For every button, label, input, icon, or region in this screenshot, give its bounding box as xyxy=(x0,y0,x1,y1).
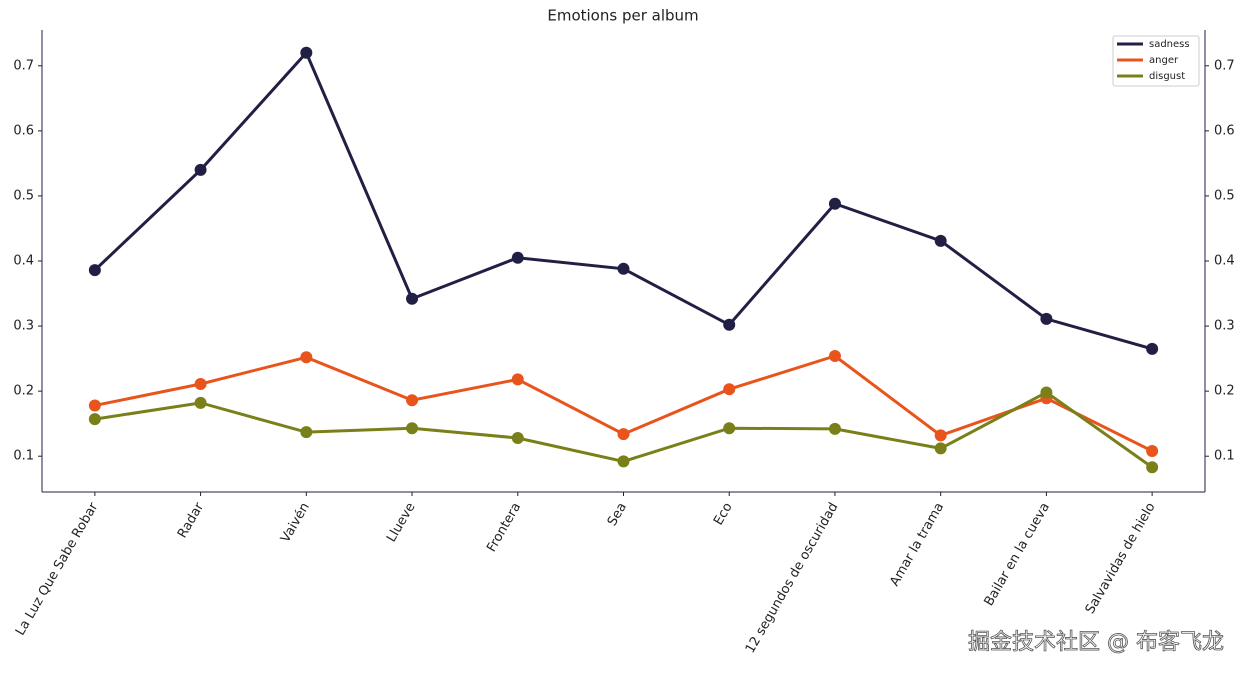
data-point xyxy=(194,396,207,409)
data-point xyxy=(511,373,524,386)
x-tick-label: Llueve xyxy=(384,500,418,545)
x-tick-label: Eco xyxy=(711,500,736,528)
data-point xyxy=(194,163,207,176)
y-tick-label: 0.2 xyxy=(13,384,34,399)
y2-tick-label: 0.1 xyxy=(1214,449,1235,464)
x-tick-label: La Luz Que Sabe Robar xyxy=(13,500,102,639)
y-tick-label: 0.1 xyxy=(13,449,34,464)
y-tick-label: 0.5 xyxy=(13,188,34,203)
data-point xyxy=(1146,461,1159,474)
data-point xyxy=(88,264,101,277)
y-tick-label: 0.6 xyxy=(13,123,34,138)
data-point xyxy=(194,377,207,390)
data-point xyxy=(88,413,101,426)
data-point xyxy=(406,394,419,407)
data-point xyxy=(511,431,524,444)
data-point xyxy=(406,422,419,435)
data-point xyxy=(934,429,947,442)
watermark: 掘金技术社区 @ 布客飞龙 xyxy=(968,630,1224,655)
data-point xyxy=(406,292,419,305)
x-tick-label: 12 segundos de oscuridad xyxy=(743,500,842,656)
data-point xyxy=(1040,312,1053,325)
data-point xyxy=(617,455,630,468)
y2-tick-label: 0.6 xyxy=(1214,123,1235,138)
x-tick-label: Bailar en la cueva xyxy=(982,500,1053,609)
y-tick-label: 0.3 xyxy=(13,319,34,334)
data-point xyxy=(300,426,313,439)
x-tick-label: Amar la trama xyxy=(887,500,947,589)
legend-box xyxy=(1112,35,1200,87)
data-point xyxy=(828,422,841,435)
data-point xyxy=(1040,386,1053,399)
data-point xyxy=(723,383,736,396)
series-line xyxy=(93,50,1153,351)
chart-title: Emotions per album xyxy=(547,7,698,25)
x-tick-label: Sea xyxy=(605,500,630,528)
y2-tick-label: 0.5 xyxy=(1214,188,1235,203)
data-point xyxy=(617,262,630,275)
legend-label: anger xyxy=(1149,55,1179,66)
y2-tick-label: 0.7 xyxy=(1214,58,1235,73)
y-tick-label: 0.7 xyxy=(13,58,34,73)
legend-label: disgust xyxy=(1149,71,1185,82)
x-tick-label: Vaivén xyxy=(278,500,313,545)
data-point xyxy=(934,442,947,455)
data-point xyxy=(300,46,313,59)
data-point xyxy=(300,351,313,364)
data-point xyxy=(723,422,736,435)
x-tick-label: Frontera xyxy=(484,500,524,554)
data-point xyxy=(511,251,524,264)
x-tick-label: Radar xyxy=(175,500,207,541)
y-tick-label: 0.4 xyxy=(13,254,34,269)
y2-tick-label: 0.3 xyxy=(1214,319,1235,334)
y2-tick-label: 0.2 xyxy=(1214,384,1235,399)
data-point xyxy=(934,234,947,247)
y2-tick-label: 0.4 xyxy=(1214,254,1235,269)
data-point xyxy=(617,428,630,441)
legend-label: sadness xyxy=(1149,39,1190,50)
data-point xyxy=(723,318,736,331)
data-point xyxy=(828,197,841,210)
data-point xyxy=(828,350,841,363)
data-point xyxy=(1146,342,1159,355)
data-point xyxy=(1146,445,1159,458)
x-tick-label: Salvavidas de hielo xyxy=(1083,500,1159,616)
data-point xyxy=(88,399,101,412)
